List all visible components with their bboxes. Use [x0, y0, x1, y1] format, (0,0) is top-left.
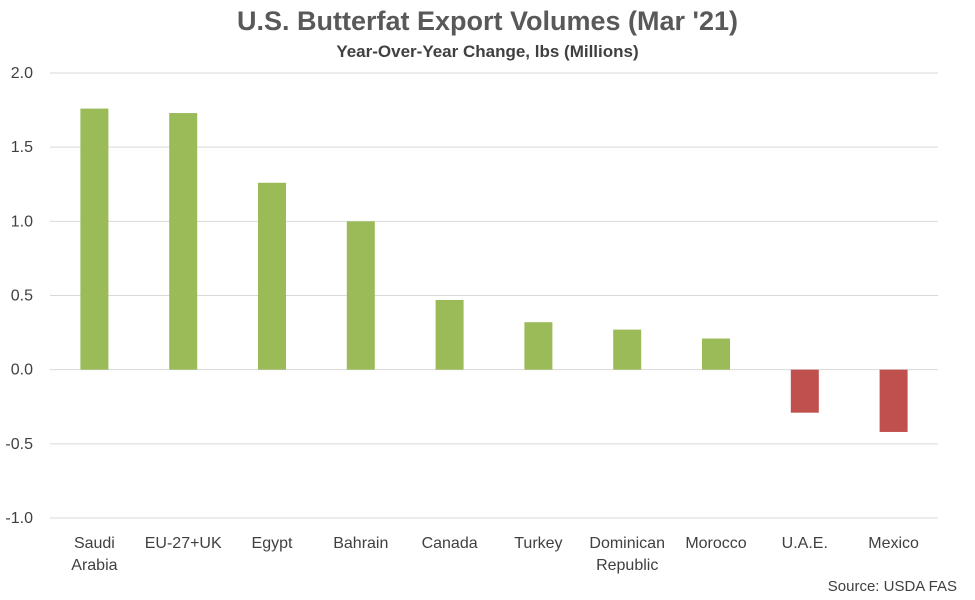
chart-title: U.S. Butterfat Export Volumes (Mar '21)	[236, 6, 738, 36]
x-category-label: Canada	[422, 535, 478, 552]
y-tick-label: 0.0	[11, 362, 33, 379]
x-category-label: EU-27+UK	[145, 535, 222, 552]
bar	[879, 369, 908, 432]
x-axis-labels: Saudi Arabia EU-27+UK Egypt Bahrain Canada Tur…	[71, 535, 919, 574]
x-category-label: Egypt	[252, 535, 293, 552]
bar	[80, 108, 109, 370]
y-tick-label: 0.5	[11, 288, 33, 305]
x-category-label: Bahrain	[333, 535, 388, 552]
bar	[435, 299, 464, 370]
x-category-label: Morocco	[685, 535, 746, 552]
bar	[258, 182, 286, 370]
y-tick-label: -1.0	[5, 510, 33, 527]
y-tick-label: 2.0	[11, 65, 33, 82]
x-category-label: U.A.E.	[782, 535, 828, 552]
x-category-label: Saudi Arabia	[71, 535, 117, 574]
bar	[790, 369, 819, 413]
bar	[613, 329, 642, 370]
bar	[524, 322, 553, 370]
y-tick-label: -0.5	[5, 436, 33, 453]
y-axis-ticks: 2.0 1.5 1.0 0.5 0.0 -0.5 -1.0	[5, 65, 33, 527]
chart-subtitle: Year-Over-Year Change, lbs (Millions)	[336, 42, 639, 61]
x-category-label: Mexico	[868, 535, 919, 552]
gridlines	[50, 72, 938, 519]
bars	[80, 108, 908, 432]
y-tick-label: 1.0	[11, 213, 33, 230]
x-category-label: Dominican Republic	[589, 535, 665, 574]
bar	[169, 113, 198, 370]
x-category-label: Turkey	[514, 535, 562, 552]
bar	[346, 221, 375, 370]
bar	[702, 338, 730, 370]
source-note: Source: USDA FAS	[827, 578, 957, 595]
y-tick-label: 1.5	[11, 139, 33, 156]
